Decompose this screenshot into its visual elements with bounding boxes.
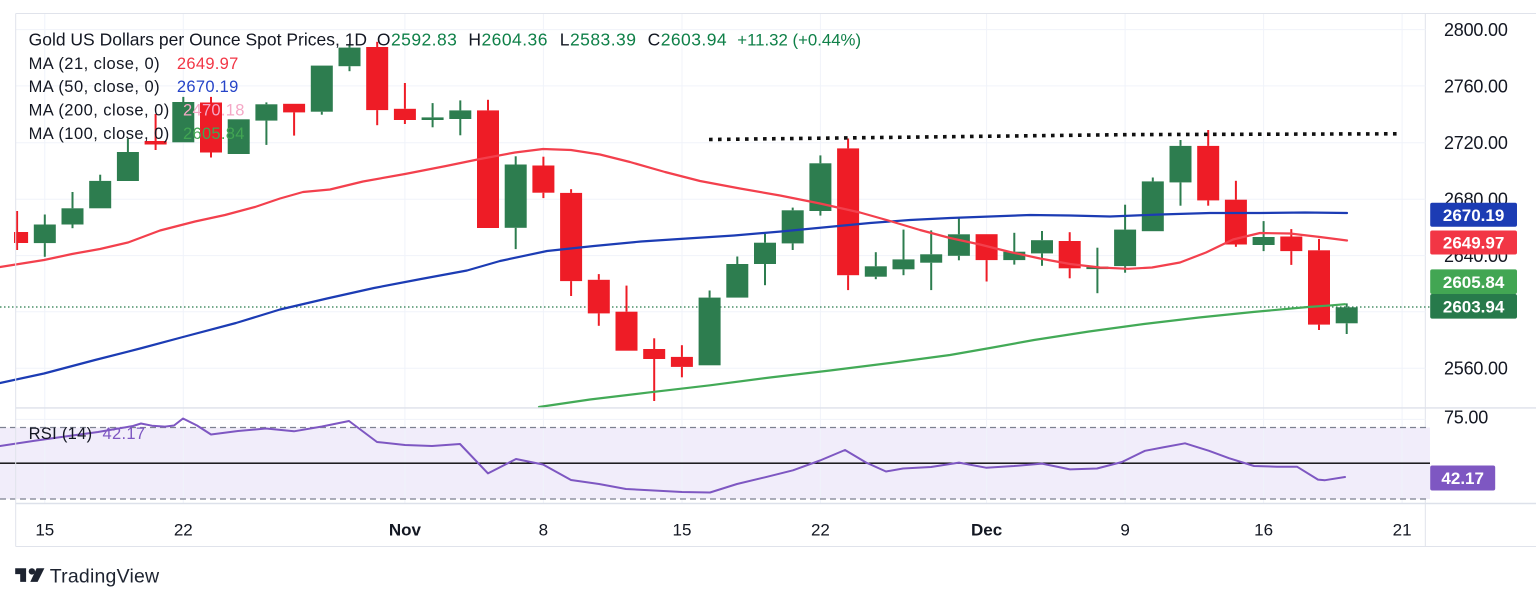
svg-text:2800.00: 2800.00	[1444, 20, 1508, 40]
svg-text:C2603.94: C2603.94	[648, 29, 728, 49]
svg-text:16: 16	[1254, 521, 1273, 540]
svg-text:21: 21	[1393, 521, 1412, 540]
svg-text:22: 22	[174, 521, 193, 540]
svg-text:H2604.36: H2604.36	[468, 29, 548, 49]
svg-text:8: 8	[539, 521, 548, 540]
svg-text:2649.97: 2649.97	[177, 55, 239, 73]
svg-text:2470.18: 2470.18	[183, 102, 245, 120]
svg-text:42.17: 42.17	[1441, 469, 1484, 488]
svg-text:+11.32 (+0.44%): +11.32 (+0.44%)	[737, 30, 861, 49]
svg-text:15: 15	[673, 521, 692, 540]
svg-text:2720.00: 2720.00	[1444, 133, 1508, 153]
svg-text:Dec: Dec	[971, 521, 1002, 540]
svg-text:2670.19: 2670.19	[177, 78, 239, 96]
svg-text:2670.19: 2670.19	[1443, 206, 1504, 225]
svg-text:22: 22	[811, 521, 830, 540]
svg-text:L2583.39: L2583.39	[560, 29, 637, 49]
svg-text:75.00: 75.00	[1444, 407, 1488, 427]
svg-text:2649.97: 2649.97	[1443, 234, 1504, 253]
svg-text:15: 15	[35, 521, 54, 540]
svg-text:2603.94: 2603.94	[1443, 297, 1505, 316]
svg-text:MA (100, close, 0): MA (100, close, 0)	[29, 125, 170, 143]
svg-text:2605.84: 2605.84	[1443, 273, 1505, 292]
svg-text:TradingView: TradingView	[50, 566, 160, 588]
svg-text:2605.84: 2605.84	[183, 125, 245, 143]
svg-text:MA (21, close, 0): MA (21, close, 0)	[29, 55, 160, 73]
svg-text:RSI (14): RSI (14)	[29, 425, 93, 443]
svg-text:Nov: Nov	[389, 521, 422, 540]
svg-text:MA (200, close, 0): MA (200, close, 0)	[29, 102, 170, 120]
svg-text:9: 9	[1120, 521, 1129, 540]
svg-text:2760.00: 2760.00	[1444, 76, 1508, 96]
svg-text:2560.00: 2560.00	[1444, 359, 1508, 379]
svg-text:Gold US Dollars per Ounce Spot: Gold US Dollars per Ounce Spot Prices, 1…	[29, 29, 367, 49]
svg-text:42.17: 42.17	[103, 425, 146, 443]
svg-text:O2592.83: O2592.83	[377, 29, 457, 49]
svg-text:MA (50, close, 0): MA (50, close, 0)	[29, 78, 160, 96]
